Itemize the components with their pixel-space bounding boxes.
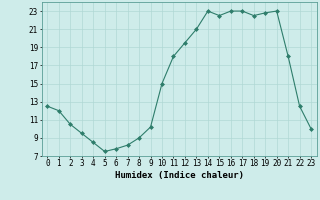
X-axis label: Humidex (Indice chaleur): Humidex (Indice chaleur) bbox=[115, 171, 244, 180]
